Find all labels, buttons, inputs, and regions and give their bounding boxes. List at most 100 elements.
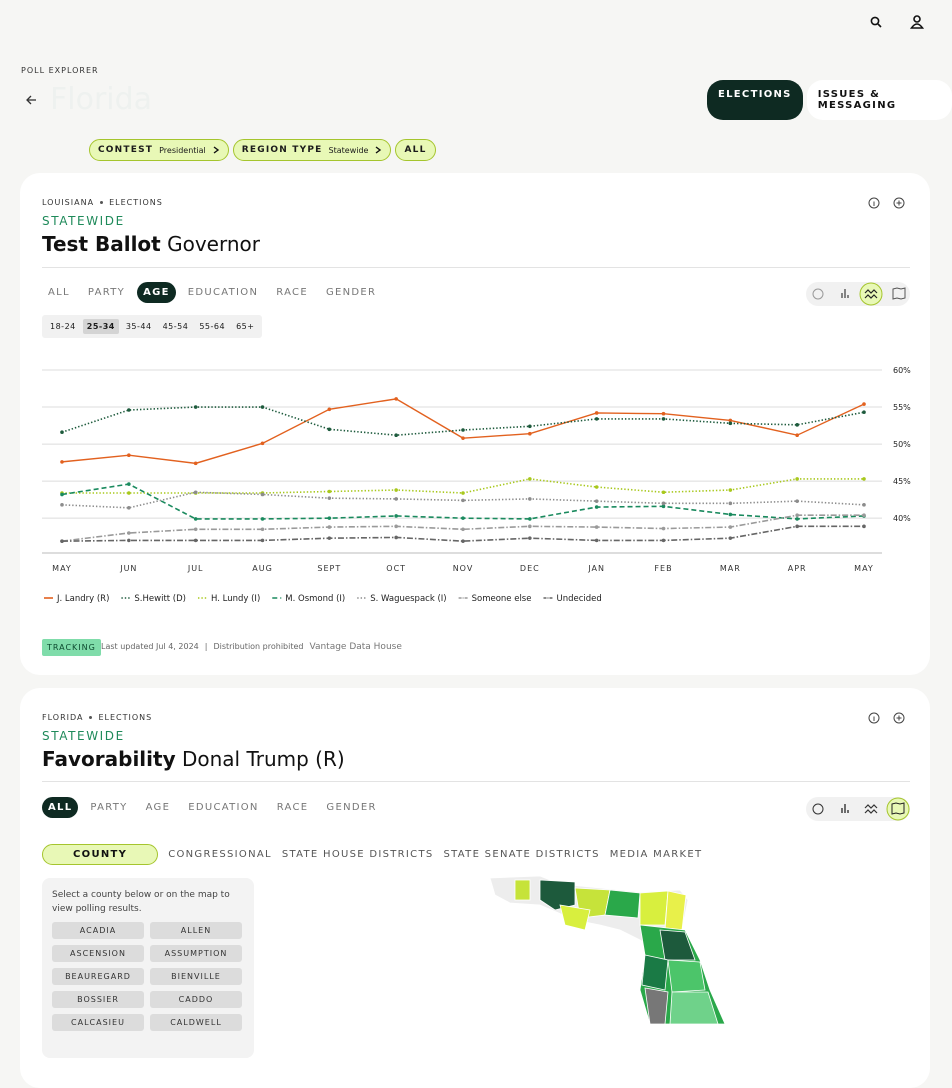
tabs: ALL PARTY AGE EDUCATION RACE GENDER	[42, 282, 382, 303]
county-button[interactable]: BIENVILLE	[150, 968, 242, 985]
info-icon[interactable]	[868, 712, 880, 724]
bar-view[interactable]	[841, 289, 849, 298]
point	[127, 482, 131, 486]
tab[interactable]: ALL	[42, 797, 79, 818]
point	[394, 535, 398, 540]
breadcrumb-item: LOUISIANA	[42, 198, 95, 207]
title-rest: Governor	[167, 232, 260, 256]
add-icon[interactable]	[893, 197, 905, 209]
pie-view[interactable]	[812, 288, 824, 300]
age-chip[interactable]: 18-24	[50, 322, 76, 331]
age-chip[interactable]: 65+	[236, 322, 255, 331]
point	[260, 441, 265, 446]
tab[interactable]: PARTY	[90, 802, 128, 813]
page-title: Florida	[50, 82, 153, 117]
point	[193, 405, 198, 409]
age-chip[interactable]: 35-44	[125, 322, 152, 331]
active-view[interactable]	[886, 797, 910, 821]
tab[interactable]: RACE	[276, 287, 308, 298]
header-tab[interactable]: ELECTIONS	[707, 80, 803, 120]
tab[interactable]: PARTY	[87, 287, 126, 298]
county-button[interactable]: CADDO	[150, 991, 242, 1008]
county-button[interactable]: ACADIA	[52, 922, 144, 939]
card-footer: Last updated Jul 4, 2024 | Distribution …	[101, 642, 402, 652]
point	[795, 513, 799, 518]
point	[661, 538, 666, 543]
filters: CONTEST Presidential REGION TYPE Statewide A…	[89, 139, 436, 161]
active-view[interactable]	[859, 282, 883, 306]
line-view[interactable]	[864, 289, 878, 299]
tab[interactable]: GENDER	[325, 287, 377, 298]
line-view[interactable]	[864, 804, 878, 814]
tab[interactable]: AGE	[137, 282, 176, 303]
point	[728, 501, 733, 506]
point	[260, 527, 265, 532]
point	[394, 497, 398, 501]
chevron	[376, 146, 382, 154]
filter-value: Presidential	[159, 145, 206, 155]
card-title: Favorability Donal Trump (R)	[42, 747, 345, 771]
x-tick-label: JUL	[187, 564, 204, 573]
legend-label: Undecided	[556, 594, 601, 604]
divider	[42, 781, 910, 782]
filter-pill[interactable]: REGION TYPE Statewide	[232, 139, 392, 161]
bar-view[interactable]	[841, 804, 849, 813]
district-tab[interactable]: CONGRESSIONAL	[168, 849, 272, 860]
x-tick-label: JUN	[119, 564, 137, 573]
county-button[interactable]: ASCENSION	[52, 945, 144, 962]
age-chips: 18-24 25-34 35-44 45-54 55-64 65+	[42, 315, 263, 338]
county-map[interactable]	[489, 875, 726, 1024]
age-chip[interactable]: 45-54	[162, 322, 189, 331]
district-tab[interactable]: STATE SENATE DISTRICTS	[443, 849, 600, 860]
y-tick-label: 50%	[893, 440, 911, 449]
account-icon[interactable]	[909, 15, 925, 29]
legend-label: J. Landry (R)	[56, 594, 109, 604]
county-button[interactable]: ALLEN	[150, 922, 242, 939]
legend-label: M. Osmond (I)	[285, 594, 345, 604]
point	[193, 461, 198, 466]
tab[interactable]: AGE	[145, 802, 171, 813]
search-icon[interactable]	[870, 16, 882, 28]
x-tick-label: NOV	[453, 564, 474, 573]
chevron	[213, 146, 219, 154]
district-tab[interactable]: STATE HOUSE DISTRICTS	[281, 849, 434, 860]
page: POLL EXPLORER Florida ELECTIONS ISSUES & …	[20, 15, 952, 1088]
district-tab[interactable]: COUNTY	[42, 844, 159, 865]
county-button[interactable]: BEAUREGARD	[52, 968, 144, 985]
point	[60, 539, 64, 543]
age-chip[interactable]: 55-64	[199, 322, 226, 331]
filter-pill[interactable]: ALL	[395, 139, 436, 161]
point	[193, 527, 198, 532]
tab[interactable]: EDUCATION	[188, 802, 259, 813]
district-tabs: COUNTY CONGRESSIONAL STATE HOUSE DISTRICTS…	[42, 844, 702, 865]
pie-view[interactable]	[812, 803, 824, 815]
age-chip[interactable]: 25-34	[82, 319, 119, 334]
filter-pill[interactable]: CONTEST Presidential	[89, 139, 229, 161]
point	[327, 489, 332, 494]
point	[60, 460, 64, 464]
district-tab[interactable]: MEDIA MARKET	[609, 849, 703, 860]
point	[193, 490, 198, 495]
map-view[interactable]	[891, 802, 905, 815]
x-tick-label: SEPT	[317, 564, 341, 573]
tab[interactable]: ALL	[48, 287, 70, 298]
point	[795, 433, 799, 437]
county-button[interactable]: BOSSIER	[52, 991, 144, 1008]
tab[interactable]: GENDER	[326, 802, 377, 813]
tab[interactable]: RACE	[276, 802, 309, 813]
map-view[interactable]	[892, 287, 906, 300]
point	[862, 410, 866, 415]
legend-label: H. Lundy (I)	[211, 594, 260, 604]
add-icon[interactable]	[893, 712, 905, 724]
x-tick-label: JAN	[587, 564, 605, 573]
county-button[interactable]: ASSUMPTION	[150, 945, 242, 962]
tab[interactable]: EDUCATION	[187, 287, 259, 298]
point	[260, 405, 265, 409]
point	[661, 490, 666, 495]
header-tab[interactable]: ISSUES & MESSAGING	[806, 80, 952, 120]
back-arrow[interactable]	[26, 95, 36, 105]
point	[862, 477, 866, 481]
point	[594, 417, 599, 421]
info-icon[interactable]	[868, 197, 880, 209]
x-tick-label: DEC	[520, 564, 540, 573]
